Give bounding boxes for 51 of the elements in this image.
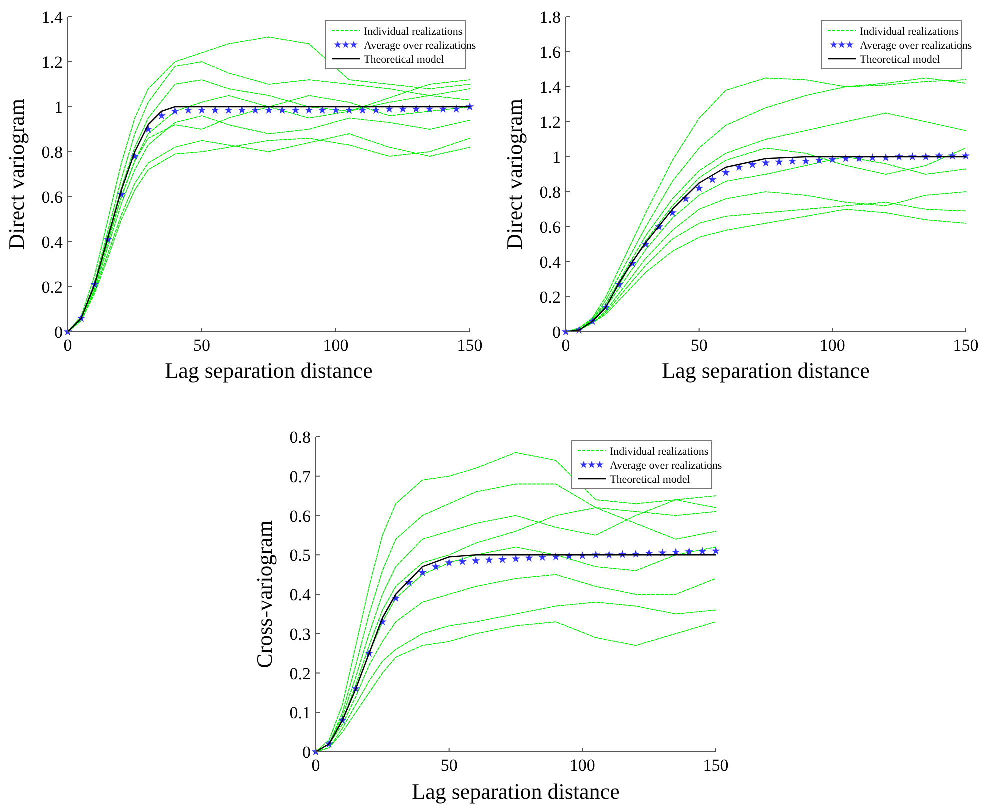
legend-label: Theoretical model [860, 54, 940, 66]
y-tick-label: 1.4 [540, 78, 562, 97]
y-tick-label: 0.4 [42, 233, 64, 252]
y-tick-label: 0.6 [42, 188, 63, 207]
x-tick-label: 100 [820, 336, 846, 355]
legend-label: Theoretical model [364, 54, 444, 66]
y-tick-label: 0.5 [290, 546, 311, 566]
y-tick-label: 1.8 [540, 8, 561, 27]
y-tick-label: 0 [54, 323, 63, 342]
y-tick-label: 0.8 [42, 143, 63, 162]
y-tick-label: 0.6 [290, 506, 311, 526]
legend-label: Average over realizations [364, 40, 476, 52]
legend-label: Theoretical model [610, 474, 690, 486]
y-tick-label: 1.2 [540, 113, 561, 132]
y-tick-label: 0 [302, 743, 311, 762]
y-tick-label: 0.4 [540, 253, 562, 272]
y-tick-label: 1.2 [42, 53, 63, 72]
x-axis-title: Lag separation distance [662, 358, 870, 383]
x-axis-title: Lag separation distance [165, 358, 373, 383]
y-tick-label: 1 [552, 148, 561, 167]
legend-label: Average over realizations [610, 460, 722, 472]
x-tick-label: 50 [690, 336, 708, 355]
y-tick-label: 0.2 [290, 664, 311, 684]
legend-label: Individual realizations [610, 446, 709, 458]
x-tick-label: 150 [457, 336, 483, 355]
y-tick-label: 1 [54, 98, 63, 117]
legend-label: Average over realizations [860, 40, 972, 52]
y-axis-title: Cross-variogram [252, 520, 277, 668]
y-tick-label: 0.6 [540, 218, 561, 237]
y-axis-title: Direct variogram [4, 99, 29, 250]
x-tick-label: 50 [440, 756, 458, 775]
x-axis-title: Lag separation distance [412, 779, 620, 804]
y-tick-label: 0.4 [290, 586, 312, 604]
x-tick-label: 150 [703, 756, 729, 775]
y-tick-label: 0.2 [42, 278, 63, 297]
x-tick-label: 50 [194, 336, 210, 355]
y-tick-label: 0 [552, 323, 561, 342]
y-tick-label: 0.1 [290, 704, 311, 723]
x-tick-label: 100 [323, 336, 349, 355]
y-tick-label: 0.7 [290, 467, 312, 486]
y-tick-label: 1.6 [540, 43, 561, 62]
x-tick-label: 150 [953, 336, 979, 355]
y-tick-label: 0.8 [540, 183, 561, 202]
legend-label: Individual realizations [364, 26, 463, 38]
y-axis-title: Direct variogram [502, 99, 527, 250]
x-tick-label: 100 [570, 756, 596, 775]
y-tick-label: 0.3 [290, 624, 311, 644]
y-tick-label: 0.2 [540, 288, 561, 307]
y-tick-label: 0.8 [290, 428, 311, 447]
y-tick-label: 1.4 [42, 8, 64, 27]
legend-label: Individual realizations [860, 26, 959, 38]
